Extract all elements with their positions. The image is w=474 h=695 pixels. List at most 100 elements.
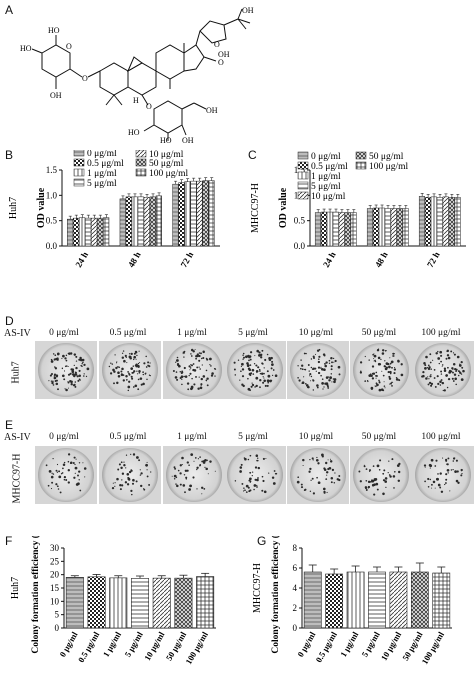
colony-dish: [350, 446, 412, 504]
bar: [402, 208, 409, 247]
bar: [65, 577, 84, 629]
bar: [390, 208, 397, 247]
legend-label: 0.5 μg/ml: [311, 162, 348, 172]
dish-plate: [227, 448, 283, 502]
dish-header: 10 μg/ml: [298, 328, 334, 338]
structure-label: OH: [242, 6, 254, 15]
colony-dish: [350, 341, 412, 399]
structure-label: O: [218, 58, 224, 67]
dish-header: 0.5 μg/ml: [109, 432, 147, 442]
panel-letter-b: B: [5, 148, 14, 162]
y-label: OD value: [36, 187, 47, 228]
legend-label: 10 μg/ml: [311, 192, 346, 202]
bar: [131, 196, 138, 247]
structure-label: O: [66, 42, 72, 51]
bar: [320, 211, 327, 247]
y-tick-label: 8: [293, 543, 298, 553]
bar: [131, 578, 149, 629]
colony-dish: [224, 446, 286, 504]
x-tick-label: 24 h: [321, 250, 338, 269]
legend-label: 0 μg/ml: [87, 150, 117, 159]
x-tick-label: 0 μg/ml: [295, 629, 318, 658]
legend-label: 100 μg/ml: [369, 162, 408, 172]
colonies: [423, 457, 463, 494]
legend-label: 100 μg/ml: [149, 169, 188, 179]
y-label: Colony formation efficiency (%): [30, 536, 41, 654]
structure-label: OH: [218, 50, 230, 59]
structure-label: OH: [50, 91, 62, 100]
legend-label: 0 μg/ml: [311, 152, 341, 162]
colony-dish: [35, 341, 97, 399]
x-tick-label: 24 h: [73, 250, 90, 269]
bar: [378, 207, 385, 247]
bar: [303, 571, 322, 629]
colony-dish: [412, 341, 474, 399]
panel-letter-g: G: [257, 534, 267, 548]
y-tick-label: 30: [50, 543, 60, 553]
structure-label: O: [146, 102, 152, 111]
bar: [432, 572, 451, 629]
treatment-label-d: AS-IV: [4, 328, 31, 339]
colonies: [111, 453, 152, 496]
structure-label: HO: [160, 136, 172, 145]
bar: [85, 217, 92, 247]
legend-swatch: [355, 151, 367, 160]
bar: [448, 197, 455, 247]
bar: [174, 577, 193, 629]
panel-letter-a: A: [5, 3, 14, 17]
structure-label: HO: [20, 44, 32, 53]
y-tick-label: 1.5: [294, 165, 306, 175]
y-tick-label: 25: [50, 556, 60, 566]
colonies: [359, 348, 404, 392]
y-tick-label: 0.5: [46, 216, 58, 226]
colony-dish: [99, 446, 161, 504]
legend-swatch: [135, 158, 147, 167]
dish-header: 5 μg/ml: [238, 432, 268, 442]
colony-dish: [99, 341, 161, 399]
bar: [196, 180, 203, 247]
dish-header: 10 μg/ml: [298, 432, 334, 442]
dish-header: 50 μg/ml: [361, 328, 397, 338]
x-tick-label: 1 μg/ml: [101, 629, 124, 658]
y-tick-label: 0: [55, 623, 60, 633]
bar: [155, 195, 162, 247]
y-tick-label: 0: [293, 623, 298, 633]
y-tick-label: 0.5: [294, 216, 306, 226]
bar: [119, 198, 126, 247]
bar: [325, 573, 344, 629]
colonies: [172, 348, 217, 391]
bar: [350, 212, 357, 247]
dish-header: 1 μg/ml: [177, 328, 207, 338]
bar: [344, 212, 351, 247]
bar: [97, 217, 104, 247]
colony-dish: [163, 341, 225, 399]
bar: [178, 182, 185, 247]
legend-swatch: [297, 161, 309, 170]
y-tick-label: 6: [293, 563, 298, 573]
colony-dish: [412, 446, 474, 504]
structure-label: O: [214, 40, 220, 49]
bar: [190, 180, 197, 247]
y-label-cell: MHCC97-H: [250, 183, 261, 233]
y-label: OD value: [278, 187, 289, 228]
chart-b: 0.0 0.5 1.0 1.5 24 h 48 h 72 h Huh7 OD value 0 μg…: [8, 150, 220, 269]
bar: [332, 211, 339, 247]
legend-label: 50 μg/ml: [149, 159, 184, 169]
y-tick-label: 4: [293, 583, 298, 593]
y-tick-label: 2: [293, 603, 298, 613]
bar: [368, 571, 386, 629]
y-tick-label: 1.5: [46, 165, 58, 175]
bar: [172, 183, 179, 247]
x-tick-label: 72 h: [425, 250, 442, 269]
legend-label: 10 μg/ml: [149, 150, 184, 160]
bar: [125, 196, 132, 247]
dish-header: 0 μg/ml: [49, 432, 79, 442]
dish-header: 100 μg/ml: [421, 328, 461, 338]
structure-label: HO: [48, 26, 60, 35]
dish-plate: [38, 448, 94, 502]
bar: [149, 196, 156, 247]
dish-header: 0 μg/ml: [49, 328, 79, 338]
legend-swatch: [73, 150, 85, 157]
